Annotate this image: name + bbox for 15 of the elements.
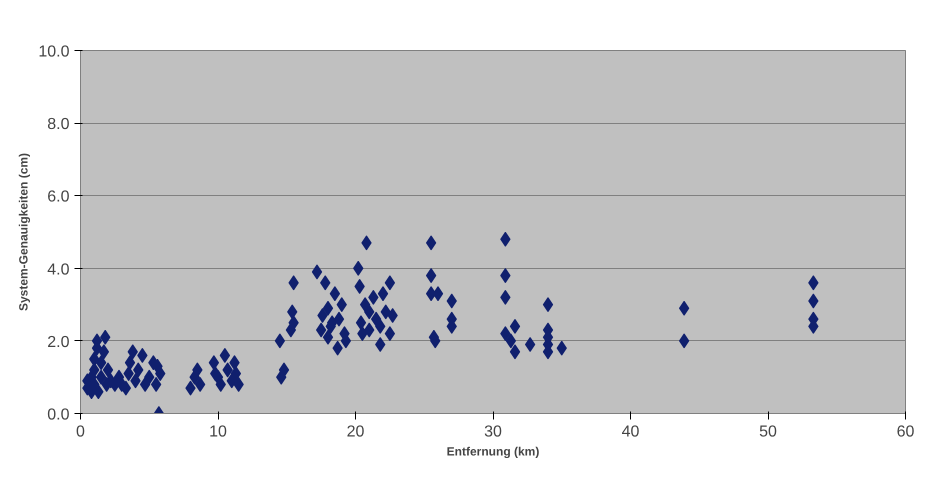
y-tick-label: 4.0	[47, 261, 70, 278]
x-tick-label: 30	[484, 424, 502, 440]
y-tick-label: 6.0	[47, 188, 70, 206]
x-tick-label: 0	[76, 424, 86, 440]
y-tick-label: 10.0	[38, 44, 70, 60]
x-tick-label: 60	[896, 424, 914, 440]
y-tick-label: 0.0	[47, 406, 70, 424]
y-tick-label: 8.0	[47, 116, 70, 134]
x-tick-label: 50	[759, 424, 777, 440]
y-tick-label: 2.0	[47, 334, 70, 351]
x-tick-label: 40	[622, 424, 640, 440]
y-axis-title: System-Genauigkeiten (cm)	[16, 152, 30, 312]
x-axis-title: Entfernung (km)	[446, 444, 540, 458]
x-tick-label: 20	[346, 424, 364, 440]
x-tick-label: 10	[209, 424, 227, 440]
